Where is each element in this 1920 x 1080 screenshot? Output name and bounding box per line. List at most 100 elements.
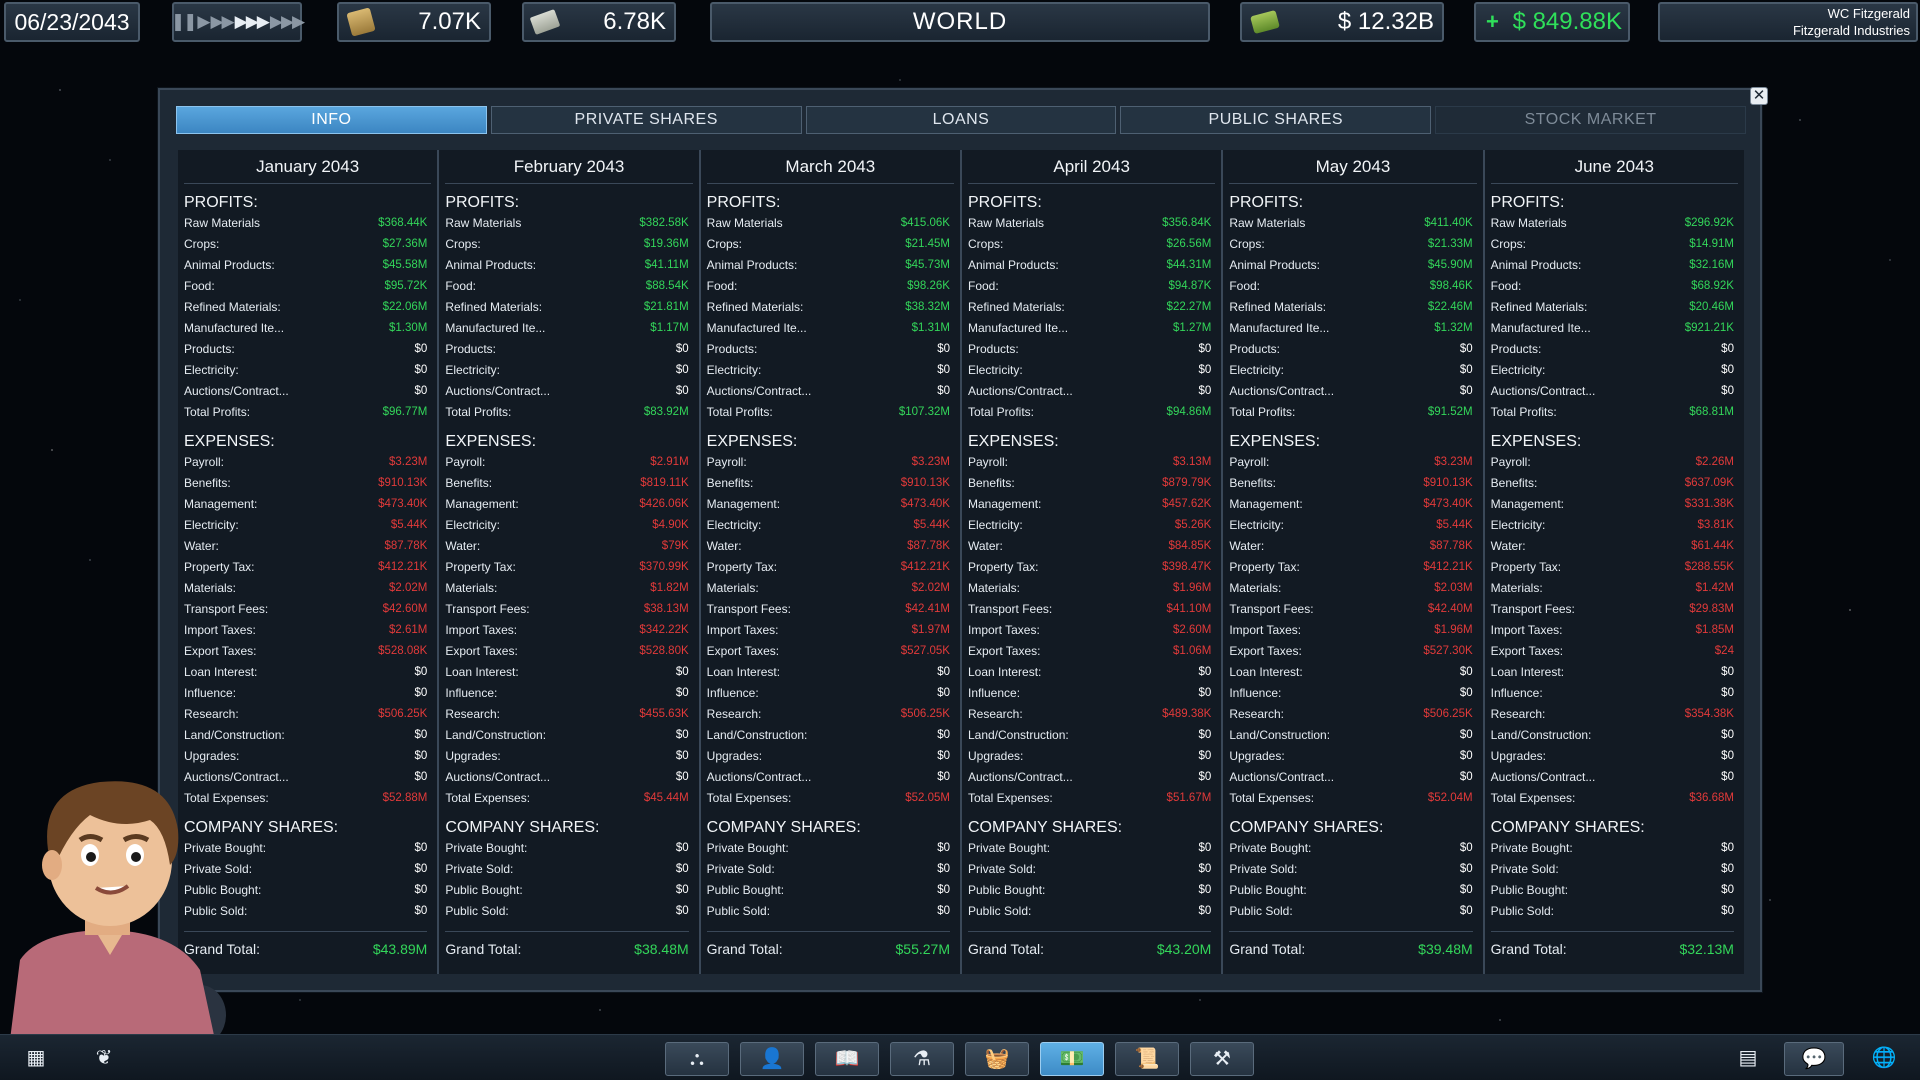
expense-value: $79K bbox=[661, 540, 689, 552]
share-value: $0 bbox=[414, 863, 428, 875]
contracts-button[interactable]: 📜 bbox=[1115, 1042, 1179, 1076]
profit-label: Products: bbox=[1490, 342, 1542, 356]
expense-label: Materials: bbox=[184, 581, 237, 595]
expense-value: $2.02M bbox=[388, 582, 428, 594]
play-icon[interactable]: ▶ bbox=[197, 12, 210, 31]
expense-label: Property Tax: bbox=[967, 560, 1039, 574]
shares-heading: COMPANY SHARES: bbox=[1229, 819, 1384, 836]
finance-panel: ✕ INFO PRIVATE SHARES LOANS PUBLIC SHARES ST… bbox=[158, 87, 1768, 992]
expense-value: $457.62K bbox=[1162, 498, 1212, 510]
tab-public-shares[interactable]: PUBLIC SHARES bbox=[1120, 106, 1432, 134]
expense-value: $1.06M bbox=[1172, 645, 1212, 657]
profit-row: Raw Materials $411.40K bbox=[1229, 213, 1472, 234]
profit-label: Electricity: bbox=[1229, 363, 1284, 377]
tab-loans[interactable]: LOANS bbox=[805, 106, 1117, 134]
expense-label: Property Tax: bbox=[706, 560, 778, 574]
resource-scroll[interactable]: 7.07K bbox=[337, 2, 491, 42]
expense-label: Transport Fees: bbox=[967, 602, 1053, 616]
expense-value: $879.79K bbox=[1162, 477, 1212, 489]
expense-row: Electricity: $5.44K bbox=[1229, 515, 1472, 536]
profit-row: Manufactured Ite... $921.21K bbox=[1491, 318, 1734, 339]
cash-display[interactable]: $ 12.32B bbox=[1240, 2, 1444, 42]
profit-label: Total Profits: bbox=[445, 405, 512, 419]
profit-value: $382.58K bbox=[639, 217, 689, 229]
share-label: Private Sold: bbox=[967, 862, 1037, 876]
expense-label: Management: bbox=[1229, 497, 1303, 511]
profit-label: Raw Materials bbox=[706, 216, 783, 230]
profit-value: $0 bbox=[414, 343, 428, 355]
profit-label: Total Profits: bbox=[967, 405, 1035, 419]
pause-icon[interactable]: ❚❚ bbox=[170, 12, 197, 31]
expense-label: Electricity: bbox=[445, 518, 501, 532]
market-button[interactable]: 🧺 bbox=[965, 1042, 1029, 1076]
expense-label: Influence: bbox=[445, 686, 498, 700]
expense-value: $42.41M bbox=[905, 603, 950, 615]
globe-button[interactable]: 🌐 bbox=[1864, 1039, 1904, 1077]
profit-value: $98.26K bbox=[907, 280, 950, 292]
expense-row: Import Taxes: $1.96M bbox=[1229, 620, 1472, 641]
chat-button[interactable]: 💬 bbox=[1784, 1042, 1844, 1076]
calculator-button[interactable]: ▤ bbox=[1728, 1039, 1768, 1077]
faster-icon[interactable]: ▶▶▶ bbox=[234, 12, 270, 31]
expense-label: Management: bbox=[706, 497, 781, 511]
share-label: Private Sold: bbox=[445, 862, 514, 876]
close-button[interactable]: ✕ bbox=[1750, 87, 1768, 105]
expense-value: $0 bbox=[1459, 666, 1473, 678]
expense-label: Management: bbox=[967, 497, 1042, 511]
expense-row: Export Taxes: $527.30K bbox=[1229, 641, 1472, 662]
grid-button[interactable]: ▦ bbox=[16, 1039, 56, 1077]
org-chart-button[interactable]: ⛬ bbox=[665, 1042, 729, 1076]
expense-value: $3.23M bbox=[1434, 456, 1473, 468]
finance-button[interactable]: 💵 bbox=[1040, 1042, 1104, 1076]
add-person-button[interactable]: 👤 bbox=[740, 1042, 804, 1076]
tab-info[interactable]: INFO bbox=[176, 106, 487, 134]
profit-row: Crops: $26.56M bbox=[968, 234, 1211, 255]
bottom-toolbar: ▦ ❦ ⛬ 👤 📖 ⚗ 🧺 💵 📜 ⚒ ▤ 💬 🌐 bbox=[0, 1034, 1920, 1080]
expense-row: Research: $354.38K bbox=[1491, 704, 1734, 725]
tab-private-shares[interactable]: PRIVATE SHARES bbox=[490, 106, 802, 134]
share-row: Public Bought: $0 bbox=[184, 880, 427, 901]
research-button[interactable]: ⚗ bbox=[890, 1042, 954, 1076]
expense-label: Loan Interest: bbox=[706, 665, 781, 679]
profit-value: $94.86M bbox=[1166, 406, 1212, 418]
expense-value: $910.13K bbox=[1423, 477, 1473, 489]
expense-value: $910.13K bbox=[900, 477, 950, 489]
profit-row: Crops: $14.91M bbox=[1491, 234, 1734, 255]
share-label: Public Bought: bbox=[445, 883, 523, 897]
share-row: Private Bought: $0 bbox=[1491, 838, 1734, 859]
profit-row: Crops: $19.36M bbox=[445, 234, 688, 255]
expense-value: $2.91M bbox=[650, 456, 689, 468]
leaf-button[interactable]: ❦ bbox=[84, 1039, 124, 1077]
money-icon bbox=[1250, 9, 1280, 35]
resource-bills[interactable]: 6.78K bbox=[522, 2, 676, 42]
profit-label: Animal Products: bbox=[1490, 258, 1582, 272]
expense-row: Transport Fees: $42.60M bbox=[184, 599, 427, 620]
fastest-icon[interactable]: ▶▶▶ bbox=[269, 12, 305, 31]
expense-value: $0 bbox=[675, 666, 689, 678]
profit-row: Auctions/Contract... $0 bbox=[445, 381, 688, 402]
expense-value: $0 bbox=[1459, 750, 1473, 762]
expense-value: $0 bbox=[675, 771, 689, 783]
advisor-character[interactable] bbox=[0, 770, 230, 1040]
profit-value: $91.52M bbox=[1427, 406, 1473, 418]
expense-label: Property Tax: bbox=[445, 560, 516, 574]
expense-row: Export Taxes: $1.06M bbox=[968, 641, 1211, 662]
view-title-button[interactable]: WORLD bbox=[710, 2, 1210, 42]
income-display[interactable]: + $ 849.88K bbox=[1474, 2, 1630, 42]
share-row: Private Sold: $0 bbox=[445, 859, 688, 880]
profit-label: Auctions/Contract... bbox=[967, 384, 1073, 398]
expense-row: Total Expenses: $52.88M bbox=[184, 788, 427, 809]
share-value: $0 bbox=[1198, 842, 1212, 854]
expense-label: Auctions/Contract... bbox=[184, 770, 289, 784]
fast-icon[interactable]: ▶▶ bbox=[210, 12, 234, 31]
profit-row: Manufactured Ite... $1.30M bbox=[184, 318, 427, 339]
expense-row: Benefits: $910.13K bbox=[1229, 473, 1472, 494]
expense-row: Management: $457.62K bbox=[968, 494, 1211, 515]
book-button[interactable]: 📖 bbox=[815, 1042, 879, 1076]
expense-label: Research: bbox=[184, 707, 239, 721]
grand-total-label: Grand Total: bbox=[967, 941, 1044, 957]
company-info[interactable]: WC Fitzgerald Fitzgerald Industries bbox=[1658, 2, 1918, 42]
build-button[interactable]: ⚒ bbox=[1190, 1042, 1254, 1076]
profit-label: Raw Materials bbox=[967, 216, 1045, 230]
expense-value: $5.44K bbox=[390, 519, 428, 531]
